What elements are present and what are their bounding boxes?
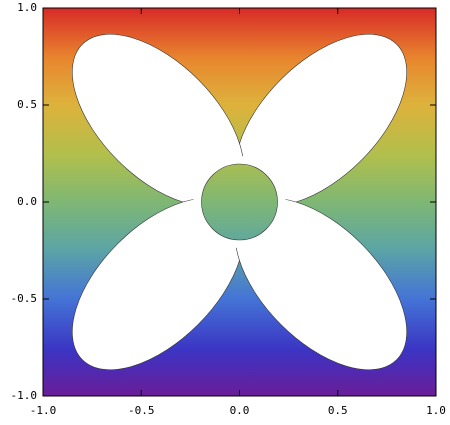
- y-tick-label: -1.0: [11, 389, 38, 402]
- x-tick-label: -0.5: [128, 404, 155, 417]
- y-tick-label: -0.5: [11, 292, 38, 305]
- center-disk: [201, 163, 278, 241]
- petals: [71, 33, 408, 371]
- x-tick-label: 0.0: [230, 404, 250, 417]
- x-tick-label: 1.0: [426, 404, 446, 417]
- x-tick-label: -1.0: [30, 404, 57, 417]
- x-tick-label: 0.5: [328, 404, 348, 417]
- y-tick-label: 1.0: [17, 1, 37, 14]
- y-tick-label: 0.5: [17, 98, 37, 111]
- y-tick-label: 0.0: [17, 195, 37, 208]
